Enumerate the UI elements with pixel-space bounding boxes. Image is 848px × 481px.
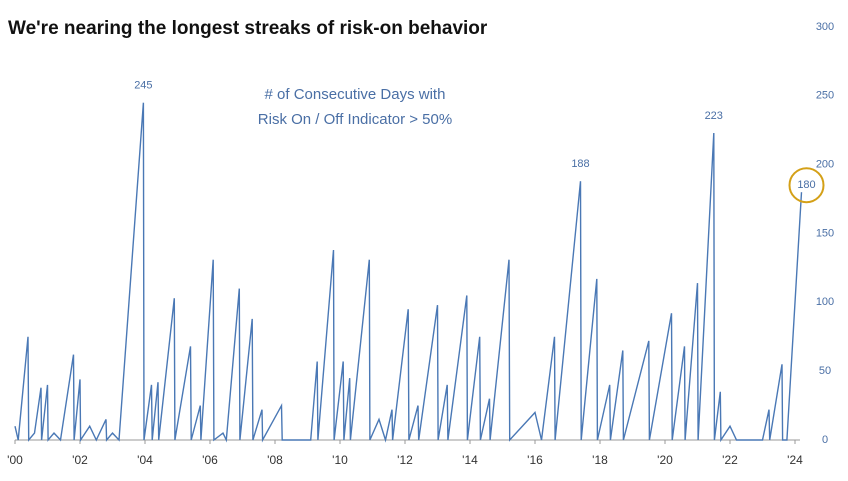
data-label: 245 [134, 80, 152, 92]
x-tick-label: '20 [657, 453, 673, 467]
x-tick-label: '16 [527, 453, 543, 467]
y-tick-label: 50 [819, 365, 831, 377]
chart-title: We're nearing the longest streaks of ris… [8, 18, 488, 39]
y-tick-label: 150 [816, 227, 834, 239]
y-tick-label: 250 [816, 90, 834, 102]
y-tick-label: 300 [816, 21, 834, 33]
data-label: 223 [705, 110, 723, 122]
y-tick-label: 100 [816, 296, 834, 308]
x-tick-label: '04 [137, 453, 153, 467]
highlight-circle [788, 167, 825, 204]
x-tick-label: '06 [202, 453, 218, 467]
x-tick-label: '12 [397, 453, 413, 467]
x-tick-label: '24 [787, 453, 803, 467]
x-tick-label: '08 [267, 453, 283, 467]
y-tick-label: 200 [816, 159, 834, 171]
x-tick-label: '22 [722, 453, 738, 467]
annotation: # of Consecutive Days with [265, 86, 446, 103]
x-tick-label: '02 [72, 453, 88, 467]
x-tick-label: '00 [7, 453, 23, 467]
x-tick-label: '18 [592, 453, 608, 467]
data-label: 180 [797, 179, 815, 191]
annotation: Risk On / Off Indicator > 50% [258, 111, 452, 128]
line [14, 102, 803, 443]
x-tick-label: '10 [332, 453, 348, 467]
data-label: 188 [571, 158, 589, 170]
x-tick-label: '14 [462, 453, 478, 467]
y-tick-label: 0 [822, 434, 828, 446]
